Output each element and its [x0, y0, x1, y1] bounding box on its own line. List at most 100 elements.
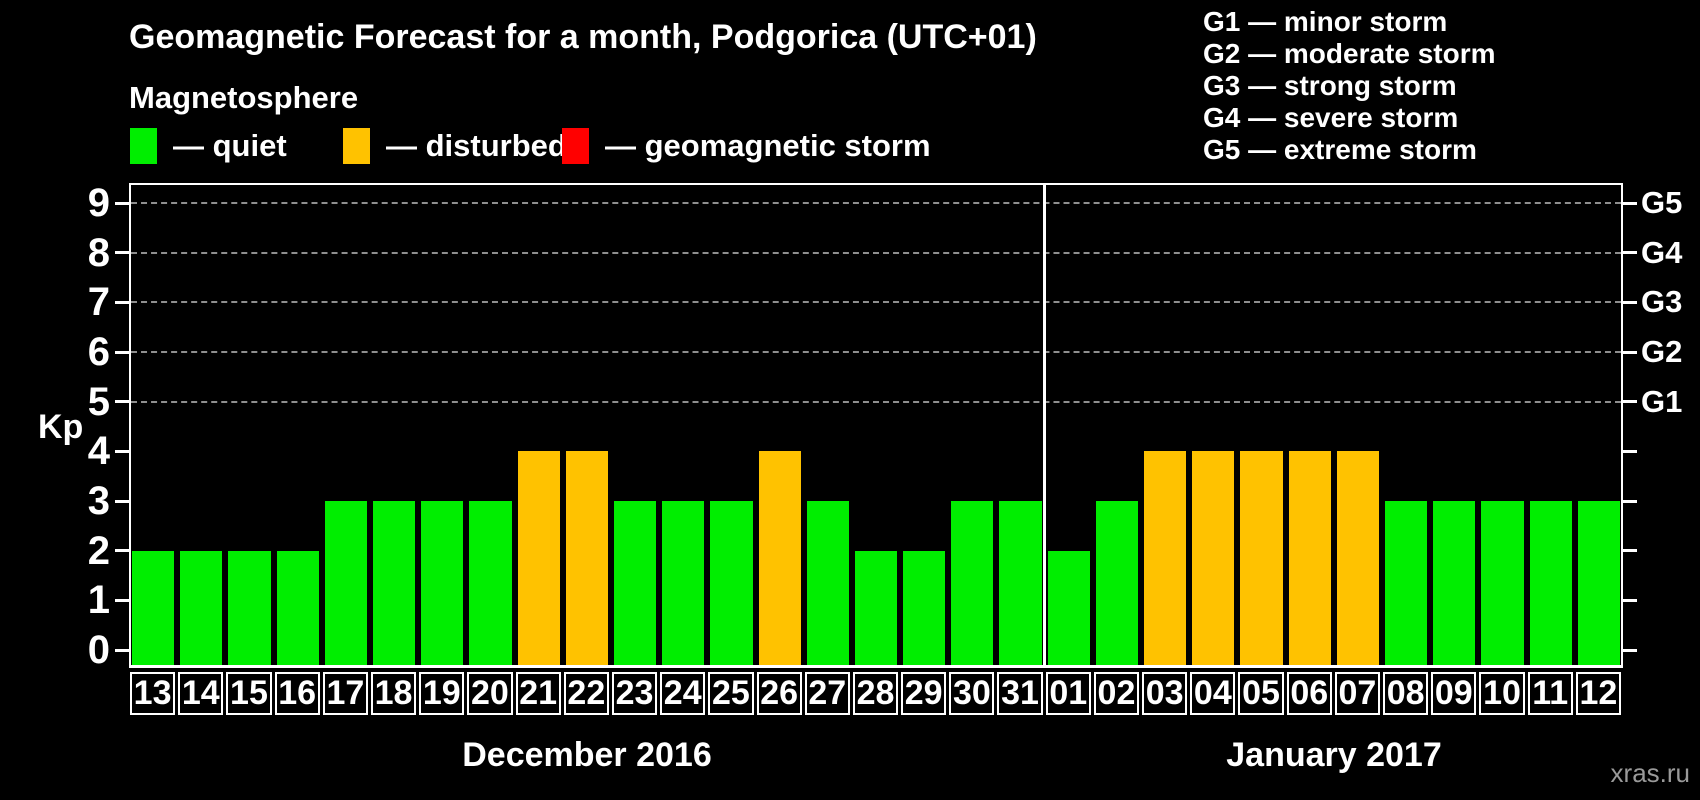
kp-tick-right — [1623, 201, 1637, 205]
kp-bar — [517, 451, 560, 665]
kp-tick-left — [115, 499, 129, 503]
day-label-cell: 07 — [1334, 672, 1381, 715]
day-label-cell: 28 — [852, 672, 899, 715]
day-label-cell: 06 — [1286, 672, 1332, 715]
day-label-cell: 10 — [1479, 672, 1525, 715]
day-label-cell: 31 — [997, 672, 1043, 715]
kp-bar — [1385, 501, 1428, 665]
kp-bar — [613, 501, 657, 665]
day-label-cell: 18 — [370, 672, 417, 715]
kp-bar — [565, 451, 608, 665]
kp-tick-left — [115, 549, 129, 553]
kp-tick-left — [115, 400, 129, 404]
kp-gridline — [131, 400, 1621, 403]
day-label-cell: 02 — [1093, 672, 1140, 715]
kp-tick-left — [115, 449, 129, 453]
g-axis-label: G3 — [1641, 284, 1683, 320]
day-label-cell: 23 — [611, 672, 658, 715]
kp-bar — [999, 501, 1042, 665]
kp-bar — [1529, 501, 1572, 665]
day-label-cell: 15 — [226, 672, 272, 715]
day-label-cell: 08 — [1383, 672, 1429, 715]
day-label-cell: 30 — [949, 672, 995, 715]
legend-heading: Magnetosphere — [129, 80, 359, 115]
g-axis-label: G5 — [1641, 185, 1683, 220]
chart-title: Geomagnetic Forecast for a month, Podgor… — [129, 18, 1037, 56]
kp-bar — [1288, 451, 1331, 665]
day-label-cell: 03 — [1142, 672, 1188, 715]
kp-bar — [180, 550, 223, 665]
kp-tick-right — [1623, 251, 1637, 255]
kp-bar — [662, 501, 705, 665]
legend-item-storm: — geomagnetic storm — [562, 128, 931, 164]
kp-bar — [469, 501, 512, 665]
legend-item-quiet: — quiet — [130, 128, 287, 164]
kp-tick-label: 7 — [87, 280, 110, 325]
kp-bar — [1095, 501, 1139, 665]
kp-bar — [758, 451, 801, 665]
month-divider-line — [1043, 185, 1047, 665]
day-label-cell: 22 — [563, 672, 609, 715]
kp-bar — [372, 501, 416, 665]
kp-bar — [1577, 501, 1620, 665]
quiet-swatch-icon — [130, 128, 157, 164]
kp-bar — [710, 501, 753, 665]
day-label-cell: 19 — [419, 672, 465, 715]
kp-bar — [1433, 501, 1476, 665]
plot-area — [129, 183, 1623, 668]
month-label-december: December 2016 — [462, 736, 712, 774]
g-scale-legend: G1 — minor storm G2 — moderate storm G3 — … — [1203, 6, 1496, 166]
g-axis-label: G1 — [1641, 383, 1683, 419]
month-label-january: January 2017 — [1226, 736, 1442, 774]
kp-bar — [132, 550, 175, 665]
kp-bar — [903, 550, 946, 665]
day-label-cell: 17 — [322, 672, 368, 715]
g-scale-legend-item: G4 — severe storm — [1203, 102, 1459, 133]
kp-tick-label: 9 — [87, 181, 110, 225]
kp-bar — [1336, 451, 1380, 665]
kp-tick-right — [1623, 350, 1637, 354]
day-label-cell: 20 — [467, 672, 513, 715]
kp-bar — [228, 550, 271, 665]
legend-item-disturbed: — disturbed — [343, 128, 567, 164]
kp-tick-label: 2 — [87, 528, 110, 573]
kp-bar — [421, 501, 464, 665]
kp-gridline — [131, 202, 1621, 204]
kp-bar — [1240, 451, 1283, 665]
g-axis-label: G2 — [1641, 334, 1683, 369]
g-scale-legend-item: G2 — moderate storm — [1203, 38, 1496, 69]
day-label-cell: 26 — [756, 672, 802, 715]
legend-item-label: — disturbed — [386, 128, 567, 163]
kp-tick-right — [1623, 300, 1637, 304]
kp-tick-left — [115, 251, 129, 255]
kp-tick-label: 0 — [87, 628, 110, 672]
g-scale-legend-item: G1 — minor storm — [1203, 6, 1448, 37]
kp-bar — [1047, 550, 1090, 665]
legend-item-label: — geomagnetic storm — [605, 128, 931, 163]
day-label-cell: 05 — [1238, 672, 1284, 715]
kp-tick-right — [1623, 499, 1637, 503]
kp-tick-right — [1623, 648, 1637, 652]
kp-gridline — [131, 351, 1621, 353]
day-label-cell: 21 — [515, 672, 561, 715]
g-axis-label: G4 — [1641, 234, 1683, 270]
kp-tick-label: 6 — [87, 330, 110, 374]
day-label-cell: 29 — [901, 672, 947, 715]
kp-bar — [1192, 451, 1235, 665]
g-scale-legend-item: G3 — strong storm — [1203, 70, 1457, 101]
kp-bar — [276, 550, 319, 665]
kp-bar — [1481, 501, 1524, 665]
day-label-cell: 09 — [1431, 672, 1477, 715]
watermark: xras.ru — [1610, 758, 1690, 788]
kp-tick-left — [115, 300, 129, 304]
kp-tick-left — [115, 201, 129, 205]
kp-tick-label: 1 — [87, 578, 110, 623]
kp-tick-left — [115, 648, 129, 652]
g-scale-legend-item: G5 — extreme storm — [1203, 134, 1477, 165]
legend-item-label: — quiet — [173, 128, 287, 163]
kp-tick-label: 4 — [87, 429, 110, 474]
day-label-cell: 12 — [1575, 672, 1621, 715]
kp-gridline — [131, 251, 1621, 254]
kp-gridline — [131, 301, 1621, 304]
